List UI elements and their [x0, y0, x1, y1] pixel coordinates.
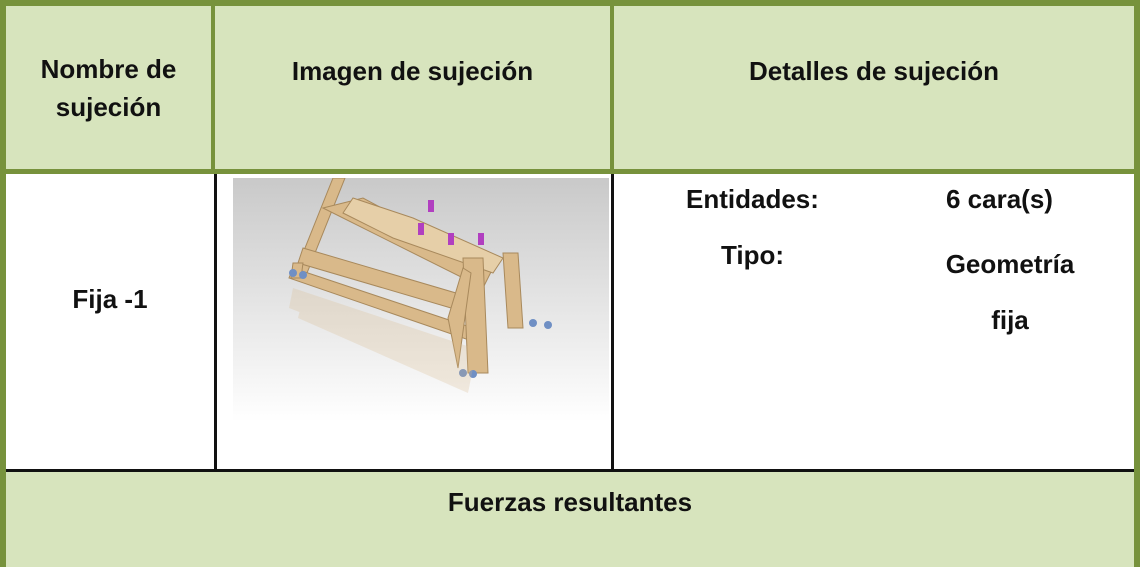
header-cell: Detalles de sujeción: [749, 56, 999, 86]
header-cell: Imagen de sujeción: [291, 56, 534, 86]
right-border: [1134, 174, 1140, 474]
detail-value: Geometría fija: [945, 249, 1075, 335]
header-row: [0, 0, 1140, 174]
fixture-image: [233, 178, 609, 422]
header-cell: Nombre de sujeción: [40, 53, 177, 122]
footer-row: [0, 472, 1140, 567]
fixture-name: Fija -1: [72, 284, 148, 314]
detail-value: 6 cara(s): [946, 184, 1053, 214]
row-divider: [6, 469, 1134, 472]
footer-title: Fuerzas resultantes: [447, 487, 693, 517]
header-divider: [610, 0, 614, 174]
detail-label: Entidades:: [686, 184, 819, 214]
left-border: [0, 174, 6, 474]
header-divider: [211, 0, 215, 174]
detail-label: Tipo:: [721, 240, 785, 270]
cell-divider: [214, 174, 217, 472]
cell-divider: [611, 174, 614, 472]
